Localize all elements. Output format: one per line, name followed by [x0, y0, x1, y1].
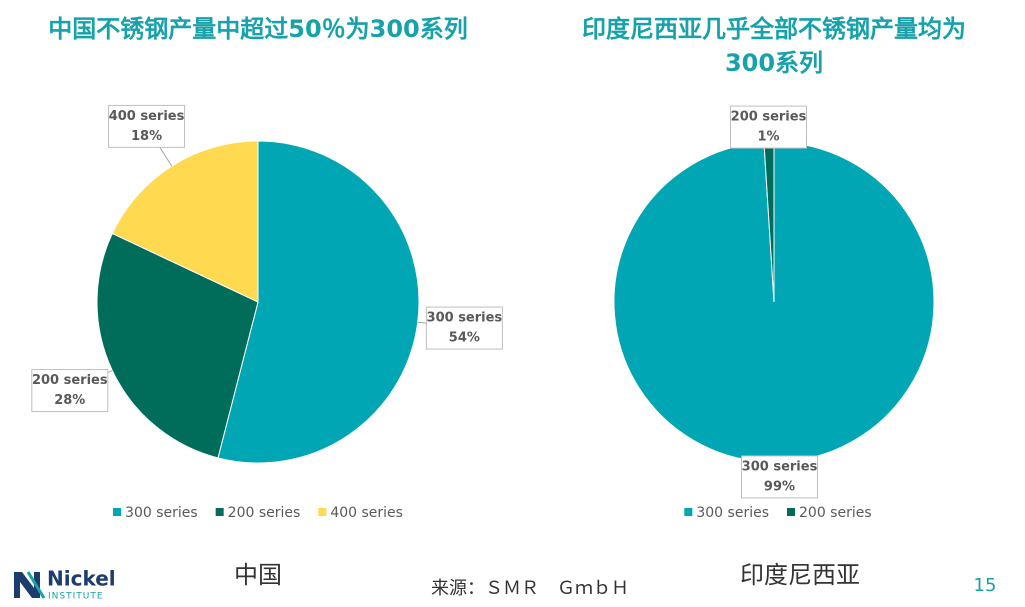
- data-label: 18%: [131, 129, 162, 144]
- page-number: 15: [974, 575, 997, 596]
- legend-marker: [113, 508, 122, 516]
- legend-label: 300 series: [696, 505, 769, 521]
- caption: 印度尼西亚: [740, 561, 860, 589]
- label-box: [730, 105, 808, 149]
- data-label: 200 series: [731, 110, 807, 125]
- label-box: [425, 306, 503, 350]
- legend-marker: [787, 508, 795, 516]
- data-label: 300 series: [742, 459, 818, 474]
- legend-label: 400 series: [330, 505, 403, 521]
- label-box: [740, 455, 818, 499]
- data-label: 54%: [449, 331, 480, 346]
- pie-slice: [96, 232, 259, 459]
- logo-icon: [14, 571, 46, 599]
- data-label: 200 series: [32, 373, 108, 388]
- legend-label: 300 series: [125, 505, 198, 521]
- chart-title: 中国不锈钢产量中超过50％为300系列: [48, 15, 468, 43]
- data-label: 400 series: [109, 109, 185, 124]
- legend-marker: [215, 508, 224, 516]
- data-label: 99%: [764, 479, 795, 494]
- logo-name: Nickel: [47, 567, 116, 591]
- legend-label: 200 series: [799, 505, 872, 521]
- legend-marker: [318, 508, 327, 516]
- data-label: 300 series: [427, 311, 503, 326]
- legend: 300 series 200 series: [684, 505, 872, 521]
- source: 来源：ＳＭＲ ＧｍｂＨ: [431, 578, 629, 599]
- label-box: [31, 369, 109, 413]
- legend: 300 series 200 series 400 series: [113, 505, 403, 521]
- logo-subtitle: INSTITUTE: [48, 592, 104, 602]
- pie-slice: [217, 140, 420, 464]
- pie-slice: [111, 140, 259, 303]
- chart-title: 印度尼西亚几乎全部不锈钢产量均为300系列: [582, 15, 966, 77]
- data-label: 1%: [757, 130, 779, 145]
- legend-label: 200 series: [228, 505, 301, 521]
- label-box: [108, 104, 186, 148]
- legend-marker: [684, 508, 693, 516]
- caption: 中国: [234, 561, 282, 589]
- data-label: 28%: [54, 393, 85, 408]
